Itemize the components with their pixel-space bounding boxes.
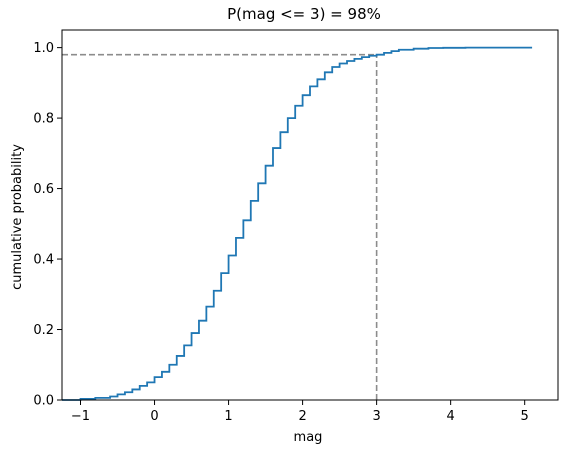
- y-tick-label: 0.8: [33, 112, 54, 127]
- y-tick-label: 0.2: [33, 323, 54, 338]
- y-axis-label: cumulative probability: [10, 144, 25, 290]
- x-tick-label: 1: [224, 409, 232, 424]
- x-tick-label: −1: [71, 409, 90, 424]
- cdf-series-line: [62, 46, 533, 401]
- y-axis-ticks: 0.0 0.2 0.4 0.6 0.8 1.0: [33, 41, 62, 409]
- plot-frame: [61, 29, 559, 401]
- plot-area: [61, 29, 559, 401]
- x-tick-label: 3: [372, 409, 380, 424]
- x-tick-label: 4: [447, 409, 455, 424]
- chart-title: P(mag <= 3) = 98%: [227, 5, 381, 23]
- x-axis-label: mag: [294, 430, 323, 445]
- y-tick-label: 1.0: [33, 41, 54, 56]
- y-tick-label: 0.0: [33, 394, 54, 409]
- x-tick-label: 0: [150, 409, 158, 424]
- x-tick-label: 2: [298, 409, 306, 424]
- x-tick-label: 5: [521, 409, 529, 424]
- x-axis-ticks: −1 0 1 2 3 4 5: [71, 400, 529, 424]
- y-tick-label: 0.4: [33, 253, 54, 268]
- y-tick-label: 0.6: [33, 182, 54, 197]
